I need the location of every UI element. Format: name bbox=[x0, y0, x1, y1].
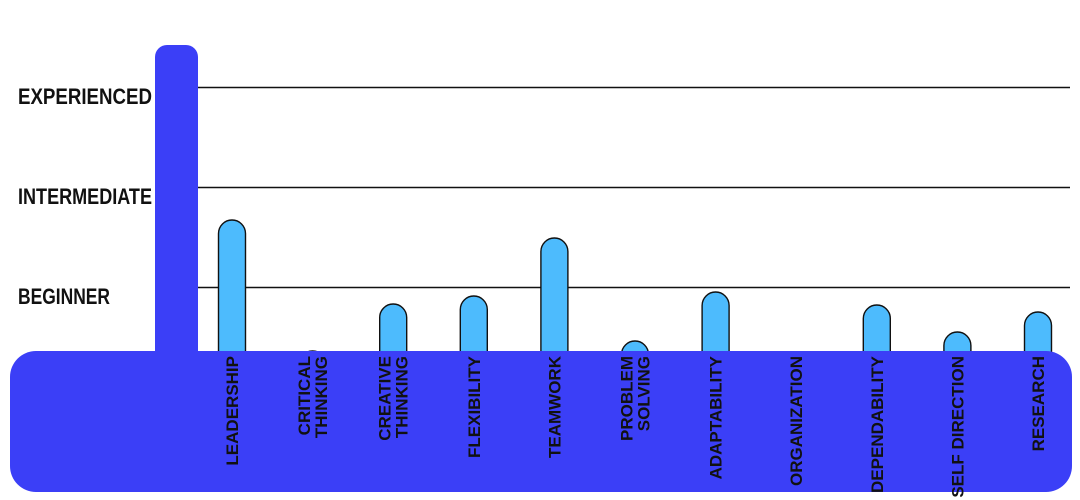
base-platform-shape bbox=[10, 351, 1072, 492]
category-label: CRITICAL bbox=[295, 356, 314, 435]
bar-creative-thinking bbox=[379, 303, 408, 366]
bar-dependability bbox=[862, 304, 891, 366]
base-platform bbox=[10, 351, 1072, 492]
category-label: LEADERSHIP bbox=[223, 356, 242, 466]
y-axis bbox=[155, 45, 198, 385]
category-label: CREATIVE bbox=[376, 356, 395, 441]
bar-adaptability bbox=[701, 291, 730, 366]
bar-teamwork bbox=[540, 237, 569, 366]
category-label: DEPENDABILITY bbox=[868, 355, 887, 493]
category-label: ORGANIZATION bbox=[787, 356, 806, 486]
category-label: THINKING bbox=[393, 356, 412, 438]
category-label: PROBLEM bbox=[618, 356, 637, 441]
level-label-experienced: EXPERIENCED bbox=[18, 84, 152, 109]
category-label: FLEXIBILITY bbox=[465, 355, 484, 458]
bar-leadership bbox=[217, 219, 247, 366]
category-label: SELF DIRECTION bbox=[948, 356, 967, 498]
level-label-intermediate: INTERMEDIATE bbox=[18, 184, 152, 209]
bar-flexibility bbox=[459, 295, 488, 366]
level-labels: BEGINNER INTERMEDIATE EXPERIENCED bbox=[18, 84, 152, 309]
category-label: ADAPTABILITY bbox=[707, 355, 726, 479]
y-axis-pillar bbox=[155, 45, 198, 385]
category-label: RESEARCH bbox=[1029, 356, 1048, 451]
category-label: TEAMWORK bbox=[545, 355, 564, 458]
bars bbox=[217, 219, 1053, 370]
level-label-beginner: BEGINNER bbox=[18, 284, 110, 309]
category-label: THINKING bbox=[312, 356, 331, 438]
category-label: SOLVING bbox=[635, 356, 654, 431]
gridlines bbox=[198, 86, 1070, 289]
